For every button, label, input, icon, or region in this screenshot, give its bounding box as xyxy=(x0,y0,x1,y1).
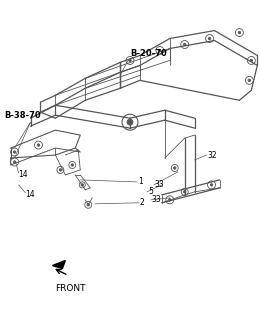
Text: 5: 5 xyxy=(148,188,153,196)
Circle shape xyxy=(184,191,186,193)
Circle shape xyxy=(250,59,252,62)
Circle shape xyxy=(87,204,89,206)
Circle shape xyxy=(174,167,176,169)
Circle shape xyxy=(238,31,240,34)
Text: 33: 33 xyxy=(155,180,165,189)
Text: 14: 14 xyxy=(19,171,28,180)
Text: 1: 1 xyxy=(138,177,143,187)
Circle shape xyxy=(71,164,74,166)
Circle shape xyxy=(59,169,62,171)
Circle shape xyxy=(248,79,251,82)
Circle shape xyxy=(168,199,171,201)
Text: 33: 33 xyxy=(152,195,162,204)
Circle shape xyxy=(14,151,16,153)
Circle shape xyxy=(129,59,131,62)
Polygon shape xyxy=(53,260,65,268)
Circle shape xyxy=(210,184,213,186)
Circle shape xyxy=(208,37,211,40)
Text: B-20-70: B-20-70 xyxy=(130,50,167,59)
Text: B-38-70: B-38-70 xyxy=(5,111,41,120)
Text: FRONT: FRONT xyxy=(55,284,86,293)
Circle shape xyxy=(159,49,161,52)
Circle shape xyxy=(14,161,16,163)
Text: 2: 2 xyxy=(140,198,145,207)
Circle shape xyxy=(184,43,186,46)
Text: 14: 14 xyxy=(25,190,35,199)
Circle shape xyxy=(37,144,40,146)
Circle shape xyxy=(81,184,83,186)
Text: 32: 32 xyxy=(207,150,217,160)
Circle shape xyxy=(127,119,133,125)
